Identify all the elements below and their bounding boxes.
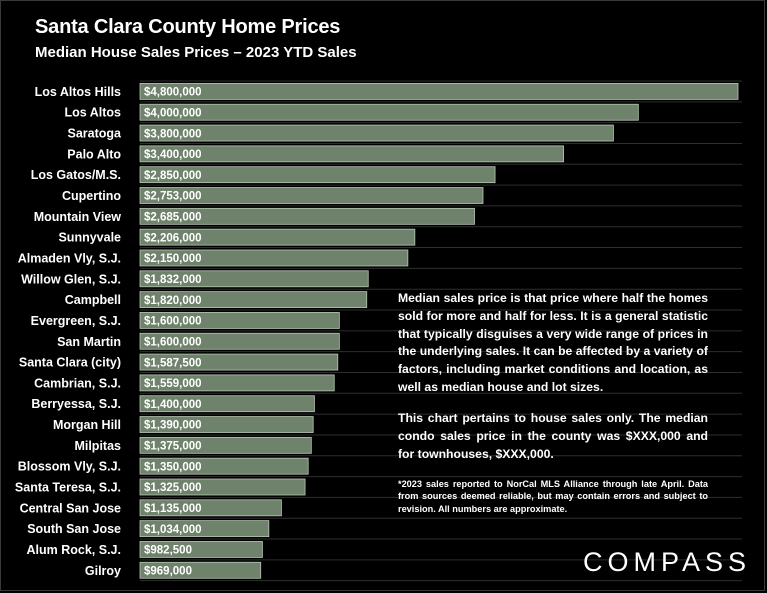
bar-value-label: $1,587,500 [144,357,202,369]
bar-value-label: $1,559,000 [144,378,202,390]
category-label: Evergreen, S.J. [31,314,121,328]
bar-value-label: $1,325,000 [144,482,202,494]
category-label: Cambrian, S.J. [34,376,121,390]
bar-value-label: $1,400,000 [144,399,202,411]
category-label: Los Altos [65,106,122,120]
bar [139,478,306,496]
compass-logo: COMPASS [583,547,752,577]
category-label: Los Gatos/M.S. [31,168,121,182]
category-label: Gilroy [85,564,121,578]
chart-subtitle: Median House Sales Prices – 2023 YTD Sal… [35,44,357,61]
category-label: Berryessa, S.J. [31,397,121,411]
bar-value-label: $1,832,000 [144,274,202,286]
category-label: Morgan Hill [53,418,121,432]
note-paragraph-house-only: This chart pertains to house sales only.… [398,410,708,461]
bar-value-label: $1,375,000 [144,441,202,453]
category-label: Palo Alto [67,147,121,161]
category-label: Santa Teresa, S.J. [15,480,121,494]
bar-value-label: $1,034,000 [144,524,202,536]
category-label: Milpitas [74,439,121,453]
bar [139,249,409,267]
category-label: Central San Jose [20,501,121,515]
bar [139,270,369,288]
bar-value-label: $1,820,000 [144,295,202,307]
bar [139,436,312,454]
bar [139,187,484,204]
bar [139,124,614,142]
bar [139,416,314,433]
bar [139,457,309,475]
bar [139,291,368,309]
bar [139,374,335,392]
bar-value-label: $2,206,000 [144,232,202,244]
bar [139,332,340,350]
bar-value-label: $1,600,000 [144,316,202,328]
bar-value-label: $2,850,000 [144,170,202,182]
category-label: Campbell [65,293,121,307]
bar-value-label: $2,685,000 [144,212,202,224]
explanatory-note: Median sales price is that price where h… [398,290,708,476]
category-label: Alum Rock, S.J. [27,543,121,557]
bar-value-label: $2,753,000 [144,191,202,203]
bar-value-label: $2,150,000 [144,253,202,265]
bar [139,166,496,184]
bar [139,207,475,225]
bar-value-label: $1,600,000 [144,336,202,348]
chart-title: Santa Clara County Home Prices [35,16,341,38]
category-label: Sunnyvale [58,231,121,245]
bar [139,541,263,558]
bar [139,561,262,579]
category-label: Willow Glen, S.J. [21,272,121,286]
bar [139,83,739,100]
category-label: Santa Clara (city) [19,356,121,370]
bar-value-label: $4,000,000 [144,107,202,119]
bar-value-label: $969,000 [144,565,192,577]
category-label: Blossom Vly, S.J. [18,460,121,474]
bar-value-label: $1,135,000 [144,503,202,515]
bar-value-label: $1,350,000 [144,461,202,473]
bar-value-label: $3,800,000 [144,128,202,140]
category-label: San Martin [57,335,121,349]
note-paragraph-median: Median sales price is that price where h… [398,291,708,395]
bar [139,499,282,517]
bar [139,145,564,163]
bar [139,395,315,413]
category-label: Mountain View [34,210,122,224]
bar-value-label: $3,400,000 [144,149,202,161]
bar [139,103,639,121]
category-label: Almaden Vly, S.J. [18,251,121,265]
bar-value-label: $1,390,000 [144,420,202,432]
footnote: *2023 sales reported to NorCal MLS Allia… [398,479,708,514]
category-label: Los Altos Hills [35,85,121,99]
category-label: Saratoga [68,127,123,141]
category-label: Cupertino [62,189,121,203]
bar-value-label: $4,800,000 [144,87,202,99]
bar-value-label: $982,500 [144,545,192,557]
category-label: South San Jose [27,522,121,536]
bar [139,353,339,371]
bar [139,228,416,246]
bar [139,520,270,538]
bar [139,312,340,329]
